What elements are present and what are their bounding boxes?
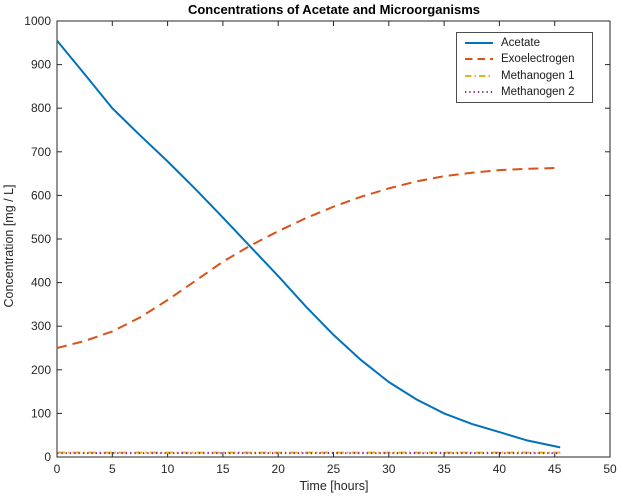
y-axis-label: Concentration [mg / L] (2, 185, 16, 308)
legend-item-exoelectrogen: Exoelectrogen (464, 51, 592, 67)
y-tick-label: 100 (31, 406, 51, 420)
y-tick-label: 1000 (24, 14, 51, 28)
x-tick-label: 0 (54, 462, 61, 476)
y-tick-label: 200 (31, 363, 51, 377)
y-tick-label: 600 (31, 188, 51, 202)
x-tick-label: 50 (603, 462, 617, 476)
y-tick-label: 300 (31, 319, 51, 333)
chart-title: Concentrations of Acetate and Microorgan… (188, 2, 480, 17)
y-tick-label: 0 (44, 450, 51, 464)
x-tick-label: 45 (548, 462, 562, 476)
x-axis-label: Time [hours] (299, 479, 368, 493)
x-tick-label: 5 (109, 462, 116, 476)
legend-label-acetate: Acetate (501, 37, 540, 50)
x-tick-label: 40 (493, 462, 507, 476)
legend-line-sample-methanogen-2 (465, 90, 493, 93)
y-tick-label: 800 (31, 101, 51, 115)
legend-label-methanogen-2: Methanogen 2 (501, 85, 575, 98)
legend-line-sample-acetate (465, 42, 493, 45)
x-tick-label: 35 (437, 462, 451, 476)
legend: Acetate Exoelectrogen Methanogen 1 Metha… (456, 32, 593, 103)
x-tick-label: 30 (382, 462, 396, 476)
legend-line-sample-methanogen-1 (465, 74, 493, 77)
series-line-exoelectrogen (56, 166, 561, 349)
y-tick-label: 700 (31, 145, 51, 159)
y-tick-label: 900 (31, 58, 51, 72)
series-line-acetate (56, 39, 561, 449)
y-tick-label: 400 (31, 276, 51, 290)
legend-label-methanogen-1: Methanogen 1 (501, 69, 575, 82)
x-tick-label: 25 (327, 462, 341, 476)
legend-item-methanogen-1: Methanogen 1 (464, 68, 592, 84)
x-tick-label: 15 (216, 462, 230, 476)
axes: 0 5 10 15 20 25 30 35 40 45 5001002003004005006007… (24, 14, 617, 476)
legend-line-sample-exoelectrogen (465, 58, 493, 61)
y-tick-label: 500 (31, 232, 51, 246)
legend-label-exoelectrogen: Exoelectrogen (501, 53, 575, 66)
x-tick-label: 10 (161, 462, 175, 476)
plot-lines (56, 39, 561, 455)
legend-item-methanogen-2: Methanogen 2 (464, 84, 592, 100)
x-tick-label: 20 (272, 462, 286, 476)
legend-item-acetate: Acetate (464, 35, 592, 51)
